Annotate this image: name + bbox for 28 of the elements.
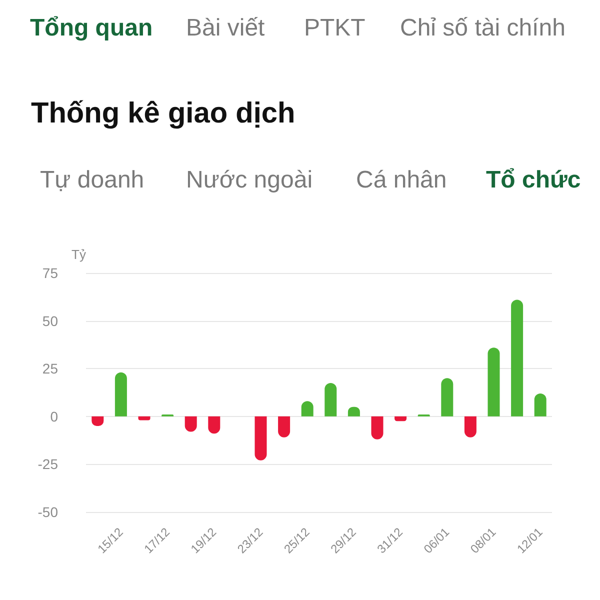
bar — [138, 416, 150, 420]
y-axis-title: Tỷ — [72, 247, 86, 262]
bar — [488, 348, 500, 416]
text: PTKT — [304, 14, 366, 42]
chart-title: Thống kê giao dịch — [31, 98, 296, 130]
y-tick-label: -50 — [38, 504, 58, 520]
y-tick-label: 25 — [42, 360, 58, 377]
bar — [254, 416, 267, 460]
bar — [511, 300, 524, 416]
y-tick-label: -25 — [38, 456, 58, 472]
y-tick-label: 0 — [50, 408, 58, 424]
text: Cá nhân — [356, 166, 447, 194]
bar — [114, 372, 127, 416]
y-tick-label: 75 — [42, 265, 58, 281]
bar — [464, 416, 476, 438]
text: Bài viết — [186, 14, 266, 42]
bar — [324, 382, 337, 416]
text: Tổ chức — [486, 166, 581, 194]
text: Tự doanh — [40, 166, 144, 194]
text: Tổng quan — [30, 14, 153, 42]
bar — [371, 416, 384, 440]
bar — [394, 416, 407, 422]
text: Chỉ số tài chính — [400, 14, 566, 42]
bar — [534, 393, 546, 416]
text: Nước ngoài — [186, 166, 313, 194]
y-tick-label: 50 — [42, 312, 58, 329]
bar — [441, 378, 454, 416]
bar — [278, 416, 290, 438]
